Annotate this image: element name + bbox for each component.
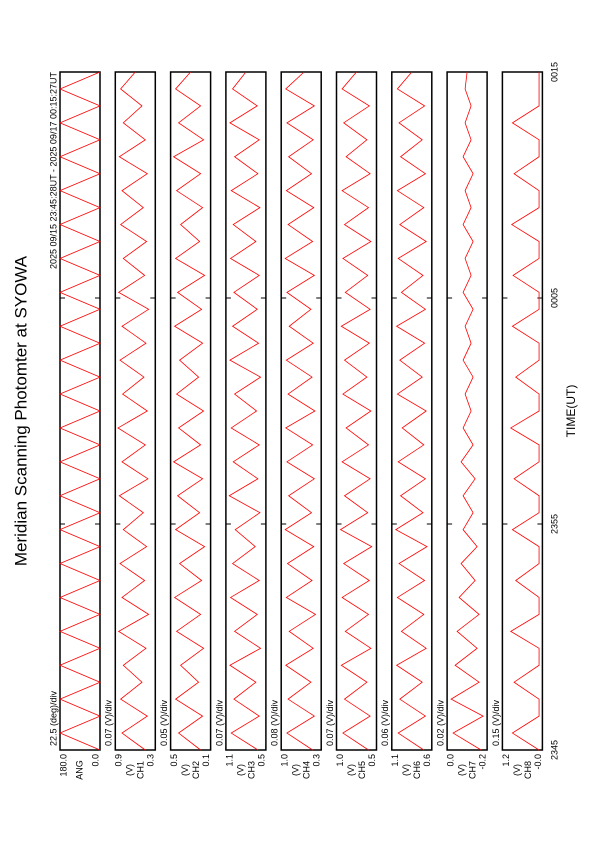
y-tick-label: 1.1 [224, 754, 234, 767]
channel-unit: (V) [512, 764, 522, 776]
y-tick-label: 0.5 [367, 754, 377, 767]
signal-line [172, 71, 206, 751]
scale-label: 0.07 (V)/div [104, 699, 114, 746]
y-tick-label: 180.0 [58, 754, 68, 777]
scale-label: 0.02 (V)/div [435, 699, 445, 746]
signal-line [117, 71, 150, 751]
channel-name: CH4 [302, 761, 312, 779]
scale-label: 0.07 (V)/div [325, 699, 335, 746]
panel-frame [501, 71, 544, 751]
scale-label: 0.05 (V)/div [159, 699, 169, 746]
channel-name: CH5 [357, 761, 367, 779]
channel-unit: (V) [401, 764, 411, 776]
y-tick-label: 0.5 [256, 754, 266, 767]
y-tick-label: 1.0 [280, 754, 290, 767]
y-tick-label: 0.0 [90, 754, 100, 767]
channel-name: CH3 [246, 761, 256, 779]
y-tick-label: 0.1 [201, 754, 211, 767]
channel-name: CH1 [136, 761, 146, 779]
x-axis-title: TIME(UT) [564, 385, 578, 438]
y-tick-label: 1.0 [335, 754, 345, 767]
signal-line [509, 72, 540, 751]
y-tick-label: 0.3 [146, 754, 156, 767]
chart-subtitle: 2025 09/15 23:45:28UT - 2025 09/17 00:15… [48, 72, 58, 269]
channel-name: CH8 [523, 761, 533, 779]
y-tick-label: 0.9 [114, 754, 124, 767]
chart-title: Meridian Scanning Photomter at SYOWA [11, 255, 30, 566]
signal-line [450, 71, 484, 751]
signal-line [284, 71, 317, 751]
channel-unit: (V) [125, 764, 135, 776]
signal-line [339, 71, 373, 751]
channel-name: CH2 [191, 761, 201, 779]
channel-unit: (V) [235, 764, 245, 776]
y-tick-label: 1.1 [390, 754, 400, 767]
scale-label: 0.15 (V)/div [491, 699, 501, 746]
channel-unit: (V) [346, 764, 356, 776]
channel-name: CH7 [467, 761, 477, 779]
y-tick-label: -0.2 [477, 754, 487, 770]
x-tick-label: 0015 [549, 62, 559, 82]
y-tick-label: 1.2 [501, 754, 511, 767]
signal-line [58, 71, 102, 751]
channel-unit: (V) [291, 764, 301, 776]
panel-frame [446, 71, 488, 751]
scale-label: 0.07 (V)/div [214, 699, 224, 746]
x-tick-label: 2345 [549, 740, 559, 760]
scale-label: 0.08 (V)/div [270, 699, 280, 746]
scale-label: 22.5 (deg)/div [48, 690, 58, 746]
channel-name: CH6 [412, 761, 422, 779]
x-tick-label: 0005 [549, 288, 559, 308]
panel-frame [169, 71, 212, 751]
panel-frame [59, 71, 101, 751]
channel-unit: (V) [456, 764, 466, 776]
y-tick-label: 0.6 [422, 754, 432, 767]
rotated-plot: Meridian Scanning Photomter at SYOWA 202… [11, 62, 578, 780]
panel-frame [114, 71, 157, 751]
y-tick-label: 0.0 [445, 754, 455, 767]
y-tick-label: 0.5 [169, 754, 179, 767]
signal-line [228, 71, 262, 751]
channel-name: ANG [74, 760, 84, 780]
y-tick-label: -0.0 [533, 754, 543, 770]
y-tick-label: 0.3 [312, 754, 322, 767]
scale-label: 0.06 (V)/div [380, 699, 390, 746]
channel-unit: (V) [180, 764, 190, 776]
signal-line [395, 71, 428, 751]
x-tick-label: 2355 [549, 514, 559, 534]
panel-frame [280, 71, 322, 751]
